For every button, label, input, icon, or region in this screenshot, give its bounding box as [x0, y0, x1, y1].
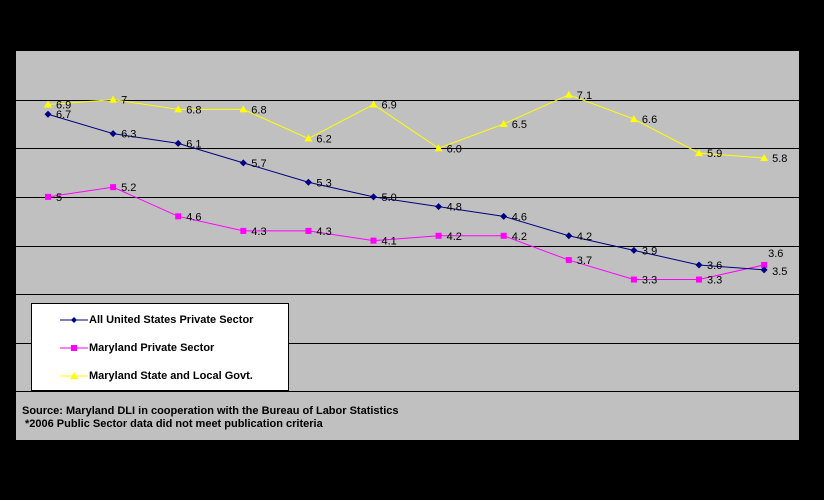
data-label: 6.3 [121, 129, 136, 141]
legend-item-us-private: All United States Private Sector [32, 313, 288, 327]
data-label: 4.3 [251, 226, 266, 238]
data-label: 4.1 [382, 236, 397, 248]
data-point [434, 144, 443, 152]
data-point [304, 178, 312, 186]
data-label: 6.8 [251, 104, 266, 116]
data-point [305, 227, 312, 234]
data-point [761, 261, 768, 268]
data-label: 5.3 [316, 177, 331, 189]
data-label: 3.3 [642, 275, 657, 287]
legend-swatch-md-private [60, 345, 88, 351]
data-point [564, 90, 573, 98]
data-point [109, 130, 117, 138]
legend-swatch-md-govt [60, 372, 88, 379]
series-line [47, 113, 765, 271]
data-label: 5.2 [121, 182, 136, 194]
line-chart: 5 5.2 4.6 4.3 4.3 4.1 4.2 4.2 3.7 3.3 3.3 3.6 6.7 6.3… [16, 90, 799, 392]
data-point [629, 115, 638, 123]
legend: All United States Private Sector Marylan… [31, 303, 289, 391]
data-label: 4.3 [316, 226, 331, 238]
data-label: 3.6 [768, 248, 783, 260]
data-label: 6.9 [56, 99, 71, 111]
data-point [240, 227, 247, 234]
data-point [760, 266, 768, 274]
data-point [175, 213, 182, 220]
data-label: 6.2 [316, 134, 331, 146]
data-label: 6.5 [512, 119, 527, 131]
data-label: 3.5 [772, 266, 787, 278]
data-point [500, 212, 508, 220]
data-point [565, 232, 573, 240]
data-label: 5.9 [707, 148, 722, 160]
data-label: 4.6 [512, 211, 527, 223]
data-point [630, 276, 637, 283]
legend-swatch-us-private [60, 317, 88, 323]
data-label: 4.8 [447, 202, 462, 214]
data-label: 5 [56, 192, 62, 204]
data-point [174, 105, 183, 113]
data-label: 5.7 [251, 158, 266, 170]
data-point [695, 149, 703, 157]
legend-label-us-private: All United States Private Sector [89, 314, 254, 326]
data-label: 6.0 [447, 143, 462, 155]
data-point [110, 184, 117, 191]
data-point [239, 159, 247, 167]
data-point [304, 134, 313, 142]
data-label: 6.6 [642, 114, 657, 126]
publication-note: *2006 Public Sector data did not meet pu… [25, 418, 323, 430]
data-label: 7 [121, 95, 127, 107]
series-line [47, 94, 765, 159]
data-point [370, 193, 377, 201]
data-point [630, 246, 638, 254]
legend-label-md-govt: Maryland State and Local Govt. [89, 370, 253, 382]
data-label: 6.9 [382, 99, 397, 111]
legend-item-md-private: Maryland Private Sector [32, 341, 288, 355]
data-point [500, 232, 507, 239]
data-point [695, 261, 703, 269]
data-label: 6.8 [186, 104, 201, 116]
data-point [435, 203, 443, 211]
data-label: 6.7 [56, 109, 71, 121]
data-label: 4.6 [186, 211, 201, 223]
data-point [565, 257, 572, 264]
series-line [47, 186, 765, 281]
data-point [760, 153, 769, 161]
data-point [369, 100, 378, 108]
data-point [174, 139, 182, 147]
data-label: 5.8 [772, 153, 787, 165]
data-point [370, 237, 377, 244]
data-point [435, 232, 442, 239]
data-label: 4.2 [577, 231, 592, 243]
source-line: Source: Maryland DLI in cooperation with… [22, 405, 399, 417]
legend-label-md-private: Maryland Private Sector [89, 342, 215, 354]
source-note: Source: Maryland DLI in cooperation with… [22, 405, 399, 431]
data-point [44, 100, 52, 108]
data-label: 3.6 [707, 260, 722, 272]
data-label: 4.2 [447, 231, 462, 243]
data-point [109, 95, 118, 103]
data-label: 3.9 [642, 245, 657, 257]
data-point [696, 276, 702, 283]
data-label: 3.3 [707, 275, 722, 287]
data-label: 5.0 [382, 192, 397, 204]
data-label: 3.7 [577, 255, 592, 267]
data-label: 4.2 [512, 231, 527, 243]
data-point [239, 105, 248, 113]
legend-item-md-govt: Maryland State and Local Govt. [32, 369, 288, 383]
data-label: 7.1 [577, 90, 592, 102]
data-label: 6.1 [186, 138, 201, 150]
data-point [45, 193, 51, 200]
data-point [44, 110, 52, 118]
data-point [499, 119, 508, 127]
